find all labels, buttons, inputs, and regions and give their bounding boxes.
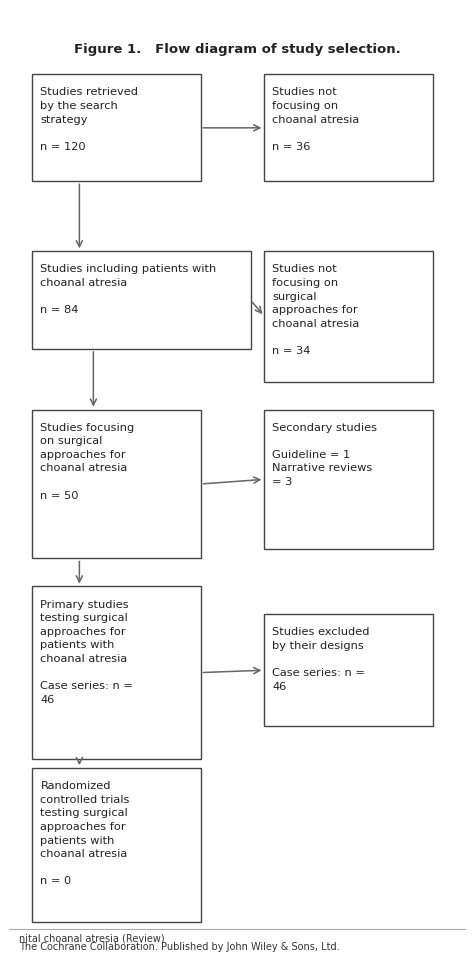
FancyBboxPatch shape — [264, 614, 433, 727]
Text: Studies not
focusing on
choanal atresia

n = 36: Studies not focusing on choanal atresia … — [273, 87, 360, 151]
FancyBboxPatch shape — [264, 252, 433, 382]
Text: Primary studies
testing surgical
approaches for
patients with
choanal atresia

C: Primary studies testing surgical approac… — [40, 599, 133, 704]
FancyBboxPatch shape — [264, 410, 433, 549]
Text: Studies focusing
on surgical
approaches for
choanal atresia

n = 50: Studies focusing on surgical approaches … — [40, 422, 135, 500]
FancyBboxPatch shape — [32, 410, 201, 559]
FancyBboxPatch shape — [264, 76, 433, 182]
Text: Figure 1.   Flow diagram of study selection.: Figure 1. Flow diagram of study selectio… — [73, 43, 401, 55]
Text: Studies including patients with
choanal atresia

n = 84: Studies including patients with choanal … — [40, 264, 217, 315]
FancyBboxPatch shape — [32, 587, 201, 759]
FancyBboxPatch shape — [32, 768, 201, 922]
FancyBboxPatch shape — [32, 252, 251, 350]
Text: The Cochrane Collaboration. Published by John Wiley & Sons, Ltd.: The Cochrane Collaboration. Published by… — [18, 941, 339, 952]
Text: Studies not
focusing on
surgical
approaches for
choanal atresia

n = 34: Studies not focusing on surgical approac… — [273, 264, 360, 356]
Text: Studies excluded
by their designs

Case series: n =
46: Studies excluded by their designs Case s… — [273, 627, 370, 691]
Text: nital choanal atresia (Review): nital choanal atresia (Review) — [18, 933, 164, 943]
Text: Studies retrieved
by the search
strategy

n = 120: Studies retrieved by the search strategy… — [40, 87, 138, 151]
FancyBboxPatch shape — [32, 76, 201, 182]
Text: Randomized
controlled trials
testing surgical
approaches for
patients with
choan: Randomized controlled trials testing sur… — [40, 780, 130, 886]
Text: Secondary studies

Guideline = 1
Narrative reviews
= 3: Secondary studies Guideline = 1 Narrativ… — [273, 422, 377, 486]
